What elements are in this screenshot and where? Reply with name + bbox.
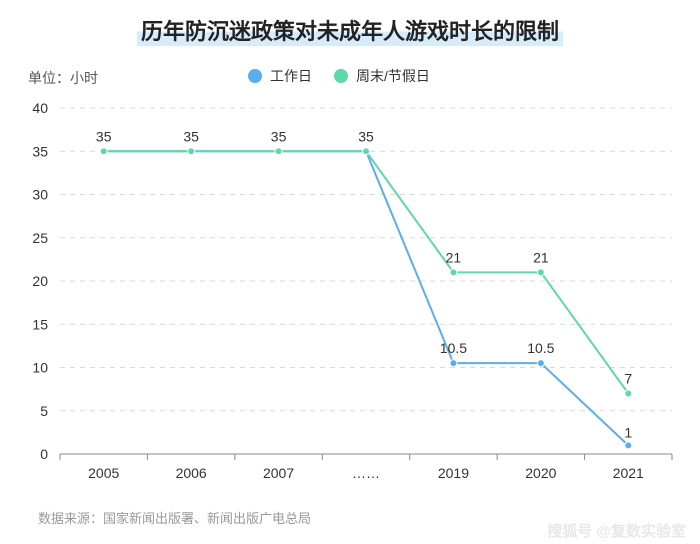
data-point-1-4 [449,268,458,277]
legend-label-weekday: 工作日 [270,68,312,84]
y-tick-label-30: 30 [32,187,48,203]
series-line-1 [103,150,630,395]
x-tick-label-6: 2021 [613,465,644,481]
chart-title: 历年防沉迷政策对未成年人游戏时长的限制 [136,14,563,46]
series-line-0 [103,150,629,447]
legend-label-weekend: 周末/节假日 [356,68,430,84]
data-label-1-6: 7 [624,370,632,386]
legend-swatch-weekend [334,69,348,83]
data-label-0-6: 1 [624,424,632,440]
data-point-1-5 [536,268,545,277]
data-point-0-4 [449,359,458,368]
data-label-1-5: 21 [533,249,549,265]
data-point-0-5 [536,359,545,368]
data-label-1-0: 35 [96,128,112,144]
data-point-1-3 [362,147,370,156]
data-point-1-2 [274,147,283,156]
data-label-1-2: 35 [271,128,287,144]
data-label-1-1: 35 [183,128,199,144]
y-tick-label-25: 25 [32,230,48,246]
data-point-0-6 [624,441,633,450]
x-tick-label-5: 2020 [525,465,556,481]
data-label-0-4: 10.5 [440,340,467,356]
x-tick-label-0: 2005 [88,465,119,481]
watermark: 搜狐号 @复数实验室 [547,523,686,540]
y-tick-label-35: 35 [32,143,48,159]
data-label-1-4: 21 [446,249,462,265]
data-point-1-1 [187,147,196,156]
y-tick-label-10: 10 [32,360,48,376]
x-tick-label-2: 2007 [263,465,294,481]
x-tick-label-4: 2019 [438,465,469,481]
chart-title-wrap: 历年防沉迷政策对未成年人游戏时长的限制 [0,14,700,46]
y-tick-label-15: 15 [32,316,48,332]
y-tick-label-5: 5 [40,403,48,419]
y-axis-unit: 单位：小时 [28,70,98,86]
legend-item-weekday: 工作日 [248,66,312,86]
data-source: 数据来源：国家新闻出版署、新闻出版广电总局 [38,511,312,526]
data-label-0-5: 10.5 [527,340,554,356]
y-tick-label-0: 0 [40,446,48,462]
data-point-1-0 [99,147,108,156]
legend: 工作日 周末/节假日 [248,66,430,86]
data-point-1-6 [624,389,633,398]
data-label-1-3: 35 [358,128,374,144]
legend-swatch-weekday [248,69,262,83]
y-tick-label-40: 40 [32,100,48,116]
x-tick-label-1: 2006 [176,465,207,481]
x-tick-label-3: …… [352,465,380,481]
legend-item-weekend: 周末/节假日 [334,66,430,86]
y-tick-label-20: 20 [32,273,48,289]
